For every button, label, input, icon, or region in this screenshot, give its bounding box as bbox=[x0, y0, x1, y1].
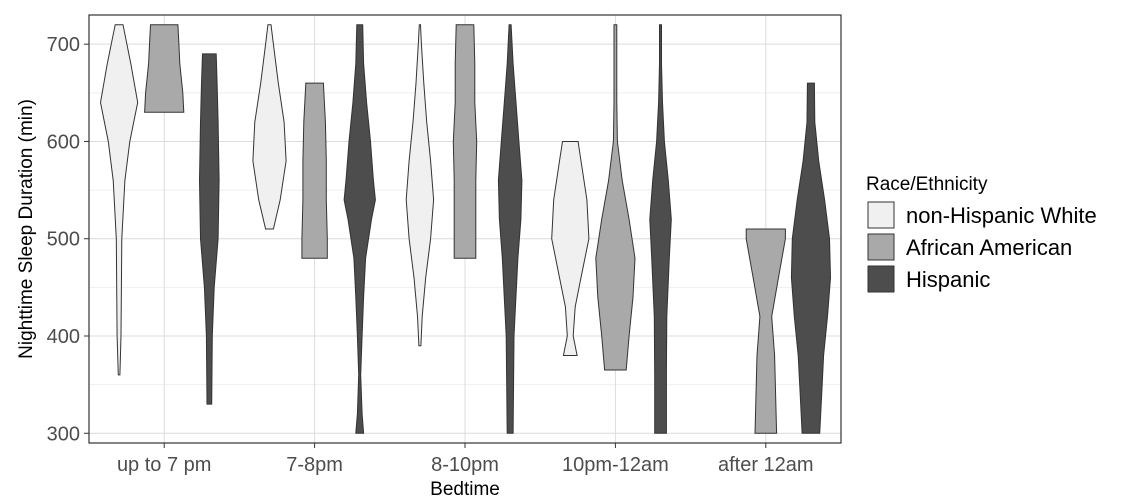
violin-non-hispanic-white-3 bbox=[551, 141, 590, 356]
violin-hispanic-1 bbox=[343, 24, 376, 434]
x-tick-label: 7-8pm bbox=[286, 454, 343, 476]
violin-african-american-4 bbox=[745, 228, 786, 434]
legend-swatch bbox=[867, 201, 895, 229]
violin-non-hispanic-white-1 bbox=[252, 24, 287, 230]
legend-swatch bbox=[867, 265, 895, 293]
violin-african-american-0 bbox=[144, 24, 185, 113]
y-axis-title: Nighttime Sleep Duration (min) bbox=[16, 99, 37, 359]
legend-items: non-Hispanic White African American Hispan… bbox=[867, 201, 1097, 293]
x-axis-title: Bedtime bbox=[430, 479, 500, 500]
y-tick-label: 600 bbox=[47, 131, 80, 153]
y-tick-label: 400 bbox=[47, 326, 80, 348]
legend-swatch bbox=[867, 233, 895, 261]
violins bbox=[99, 24, 832, 434]
x-tick-label: 8-10pm bbox=[431, 454, 499, 476]
violin-african-american-3 bbox=[595, 24, 636, 371]
y-tick-label: 300 bbox=[47, 423, 80, 445]
violin-hispanic-3 bbox=[649, 24, 672, 434]
violin-hispanic-4 bbox=[790, 82, 832, 434]
violin-african-american-2 bbox=[452, 24, 478, 259]
y-tick-label: 500 bbox=[47, 229, 80, 251]
y-tick-label: 700 bbox=[47, 34, 80, 56]
legend: Race/Ethnicity non-Hispanic White African… bbox=[866, 174, 1097, 293]
x-tick-label: after 12am bbox=[718, 454, 814, 476]
y-axis-ticks: 300 400 500 600 700 bbox=[47, 34, 89, 445]
violin-hispanic-0 bbox=[198, 53, 220, 405]
violin-non-hispanic-white-2 bbox=[405, 24, 435, 347]
violin-african-american-1 bbox=[301, 82, 328, 259]
x-tick-label: 10pm-12am bbox=[562, 454, 669, 476]
legend-label: Hispanic bbox=[906, 267, 990, 292]
x-axis-ticks: up to 7 pm 7-8pm 8-10pm 10pm-12am after 12am bbox=[117, 443, 814, 476]
violin-hispanic-2 bbox=[497, 24, 523, 434]
legend-label: African American bbox=[906, 235, 1072, 260]
violin-non-hispanic-white-0 bbox=[99, 24, 139, 376]
legend-label: non-Hispanic White bbox=[906, 203, 1097, 228]
legend-title: Race/Ethnicity bbox=[866, 174, 988, 195]
x-tick-label: up to 7 pm bbox=[117, 454, 212, 476]
